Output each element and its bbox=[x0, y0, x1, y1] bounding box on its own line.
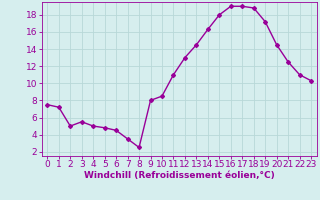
X-axis label: Windchill (Refroidissement éolien,°C): Windchill (Refroidissement éolien,°C) bbox=[84, 171, 275, 180]
